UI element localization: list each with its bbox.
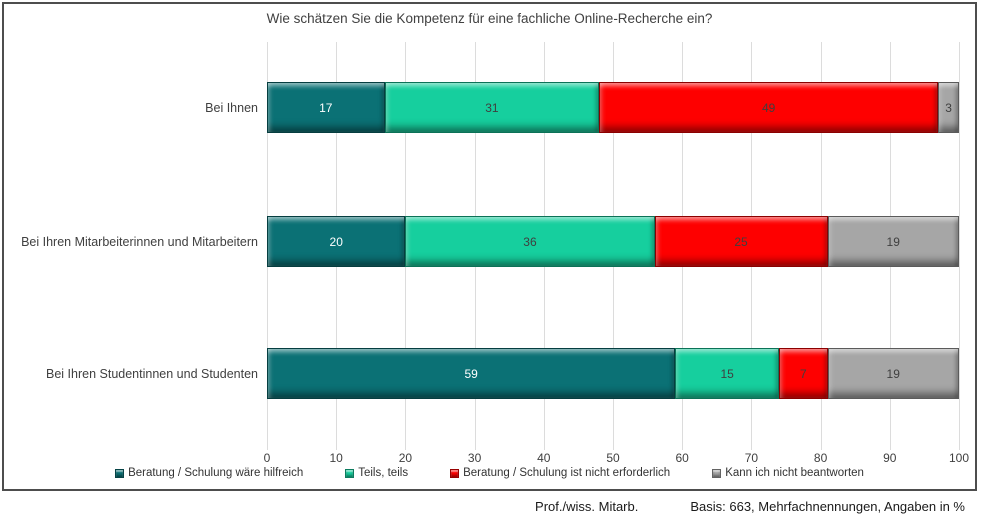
x-tick-label-40: 40 (537, 451, 551, 465)
bar-segment-1-1[interactable]: 36 (405, 216, 655, 267)
x-tick-label-80: 80 (813, 451, 828, 465)
bar-value-label: 59 (464, 366, 478, 381)
bar-value-label: 25 (734, 234, 748, 249)
legend-item-2[interactable]: Beratung / Schulung ist nicht erforderli… (450, 467, 670, 479)
legend-label: Kann ich nicht beantworten (725, 467, 864, 479)
legend-label: Beratung / Schulung ist nicht erforderli… (463, 467, 671, 479)
legend: Beratung / Schulung wäre hilfreich Teils,… (4, 467, 975, 479)
bar-value-label: 3 (945, 100, 952, 115)
x-tick-label-20: 20 (398, 451, 413, 465)
bar-value-label: 7 (799, 366, 807, 381)
bar-row-0: 17 31 49 3 (267, 82, 959, 133)
category-label-1: Bei Ihren Mitarbeiterinnen und Mitarbeit… (21, 234, 258, 249)
x-tick-label-10: 10 (329, 451, 343, 465)
bar-value-label: 36 (523, 234, 537, 249)
bar-segment-2-3[interactable]: 19 (827, 348, 959, 399)
bar-segment-1-2[interactable]: 25 (654, 216, 828, 267)
bar-value-label: 20 (329, 234, 343, 249)
legend-item-0[interactable]: Beratung / Schulung wäre hilfreich (115, 467, 303, 479)
legend-marker-icon (712, 468, 722, 478)
bar-value-label: 19 (886, 234, 900, 249)
bar-row-2: 59 15 7 19 (267, 348, 959, 399)
bar-segment-1-0[interactable]: 20 (267, 216, 406, 267)
bar-value-label: 15 (720, 366, 734, 381)
legend-label: Beratung / Schulung wäre hilfreich (128, 467, 304, 479)
bar-value-label: 19 (886, 366, 900, 381)
footer-source-label: Prof./wiss. Mitarb. (535, 499, 639, 514)
bar-segment-2-1[interactable]: 15 (675, 348, 780, 399)
bar-segment-2-0[interactable]: 59 (267, 348, 676, 399)
bar-row-1: 20 36 25 19 (267, 216, 959, 267)
bar-segment-0-2[interactable]: 49 (599, 82, 939, 133)
legend-label: Teils, teils (358, 467, 409, 479)
chart-frame: Wie schätzen Sie die Kompetenz für eine … (2, 2, 977, 491)
bar-segment-0-3[interactable]: 3 (938, 82, 959, 133)
x-tick-label-60: 60 (675, 451, 689, 465)
legend-marker-icon (115, 468, 125, 478)
x-tick-label-90: 90 (883, 451, 897, 465)
bar-segment-0-0[interactable]: 17 (267, 82, 385, 133)
bar-value-label: 49 (762, 100, 776, 115)
x-tick-label-100: 100 (948, 451, 970, 465)
footer: Prof./wiss. Mitarb. Basis: 663, Mehrfach… (0, 499, 985, 514)
category-label-2: Bei Ihren Studentinnen und Studenten (46, 366, 258, 381)
legend-item-1[interactable]: Teils, teils (345, 467, 408, 479)
legend-item-3[interactable]: Kann ich nicht beantworten (712, 467, 864, 479)
bar-segment-2-2[interactable]: 7 (779, 348, 828, 399)
bar-value-label: 17 (319, 100, 333, 115)
legend-marker-icon (450, 468, 460, 478)
plot-area: 17 31 49 3 20 36 25 19 59 15 7 19 (267, 42, 960, 450)
footer-basis-label: Basis: 663, Mehrfachnennungen, Angaben i… (690, 499, 965, 514)
x-tick-label-0: 0 (263, 451, 271, 465)
x-tick-label-70: 70 (744, 451, 759, 465)
category-label-0: Bei Ihnen (205, 100, 258, 115)
gridline-100 (959, 42, 960, 450)
x-tick-label-50: 50 (606, 451, 620, 465)
bar-value-label: 31 (485, 100, 499, 115)
chart-title: Wie schätzen Sie die Kompetenz für eine … (266, 11, 713, 26)
x-tick-label-30: 30 (467, 451, 482, 465)
bar-segment-1-3[interactable]: 19 (827, 216, 959, 267)
legend-marker-icon (345, 468, 355, 478)
bar-segment-0-1[interactable]: 31 (384, 82, 600, 133)
